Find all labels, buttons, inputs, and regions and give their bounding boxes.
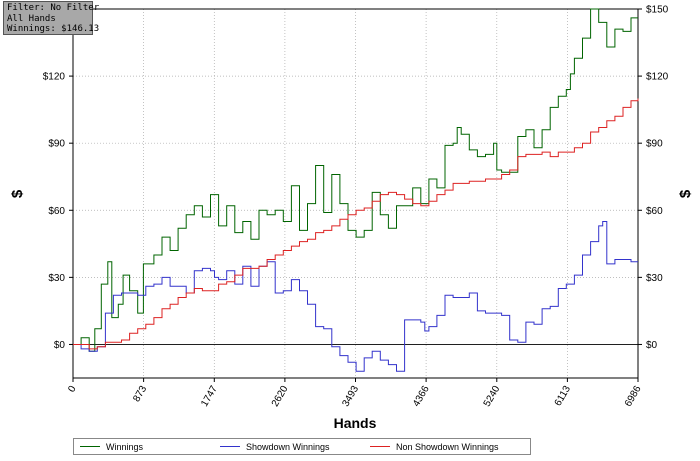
x-tick-label: 4366: [411, 384, 432, 409]
y-tick-label-left: $30: [48, 273, 65, 284]
plot-area-border: [72, 8, 639, 379]
y-axis-label-left: $: [9, 189, 26, 198]
y-tick-label-right: $150: [646, 5, 669, 16]
y-tick-label-right: $90: [646, 139, 663, 150]
x-axis: 0 873 1747 2620 3493 4366 5240 6113 6986: [66, 378, 644, 409]
x-tick-label: 6113: [553, 384, 573, 409]
x-axis-label: Hands: [334, 415, 377, 431]
legend-label: Winnings: [106, 441, 144, 452]
chart-legend: Winnings Showdown Winnings Non Showdown …: [73, 438, 531, 455]
x-tick-label: 3493: [340, 384, 361, 409]
x-tick-label: 5240: [482, 384, 503, 409]
series-group: [73, 8, 639, 372]
y-tick-label-right: $0: [646, 340, 658, 351]
y-axis-right: $0 $30 $60 $90 $120 $150: [638, 5, 669, 351]
legend-swatch-showdown: [220, 446, 240, 447]
y-axis-label-right: $: [677, 189, 694, 198]
y-axis-left: $0$30$60$90$120$150: [43, 5, 73, 351]
series-line-winnings: [73, 8, 638, 352]
legend-item-winnings: Winnings: [74, 442, 214, 452]
y-tick-label-right: $60: [646, 206, 663, 217]
x-tick-label: 873: [131, 384, 149, 404]
y-tick-label-left: $90: [48, 139, 65, 150]
x-tick-label: 6986: [623, 384, 644, 409]
grid-lines: [73, 8, 638, 378]
legend-item-showdown: Showdown Winnings: [214, 442, 364, 452]
x-tick-label: 0: [66, 384, 79, 395]
hands-label: All Hands: [7, 13, 56, 24]
series-line-showdown-winnings: [73, 221, 638, 372]
y-tick-label-left: $0: [54, 340, 66, 351]
legend-swatch-winnings: [80, 446, 100, 447]
legend-swatch-non-showdown: [370, 446, 390, 447]
y-tick-label-right: $30: [646, 273, 663, 284]
series-line-non-showdown-winnings: [73, 98, 639, 350]
filter-label: Filter: No Filter: [7, 3, 100, 13]
filter-info-box: Filter: No Filter All Hands Winnings: $1…: [3, 1, 100, 35]
legend-item-non-showdown: Non Showdown Winnings: [364, 442, 499, 452]
y-tick-label-left: $120: [43, 72, 66, 83]
x-tick-label: 2620: [270, 384, 291, 409]
winnings-total: Winnings: $146.13: [7, 24, 100, 34]
legend-label: Showdown Winnings: [246, 441, 330, 452]
legend-label: Non Showdown Winnings: [396, 441, 499, 452]
y-tick-label-left: $60: [48, 206, 65, 217]
y-tick-label-right: $120: [646, 72, 669, 83]
x-tick-label: 1747: [199, 384, 220, 409]
